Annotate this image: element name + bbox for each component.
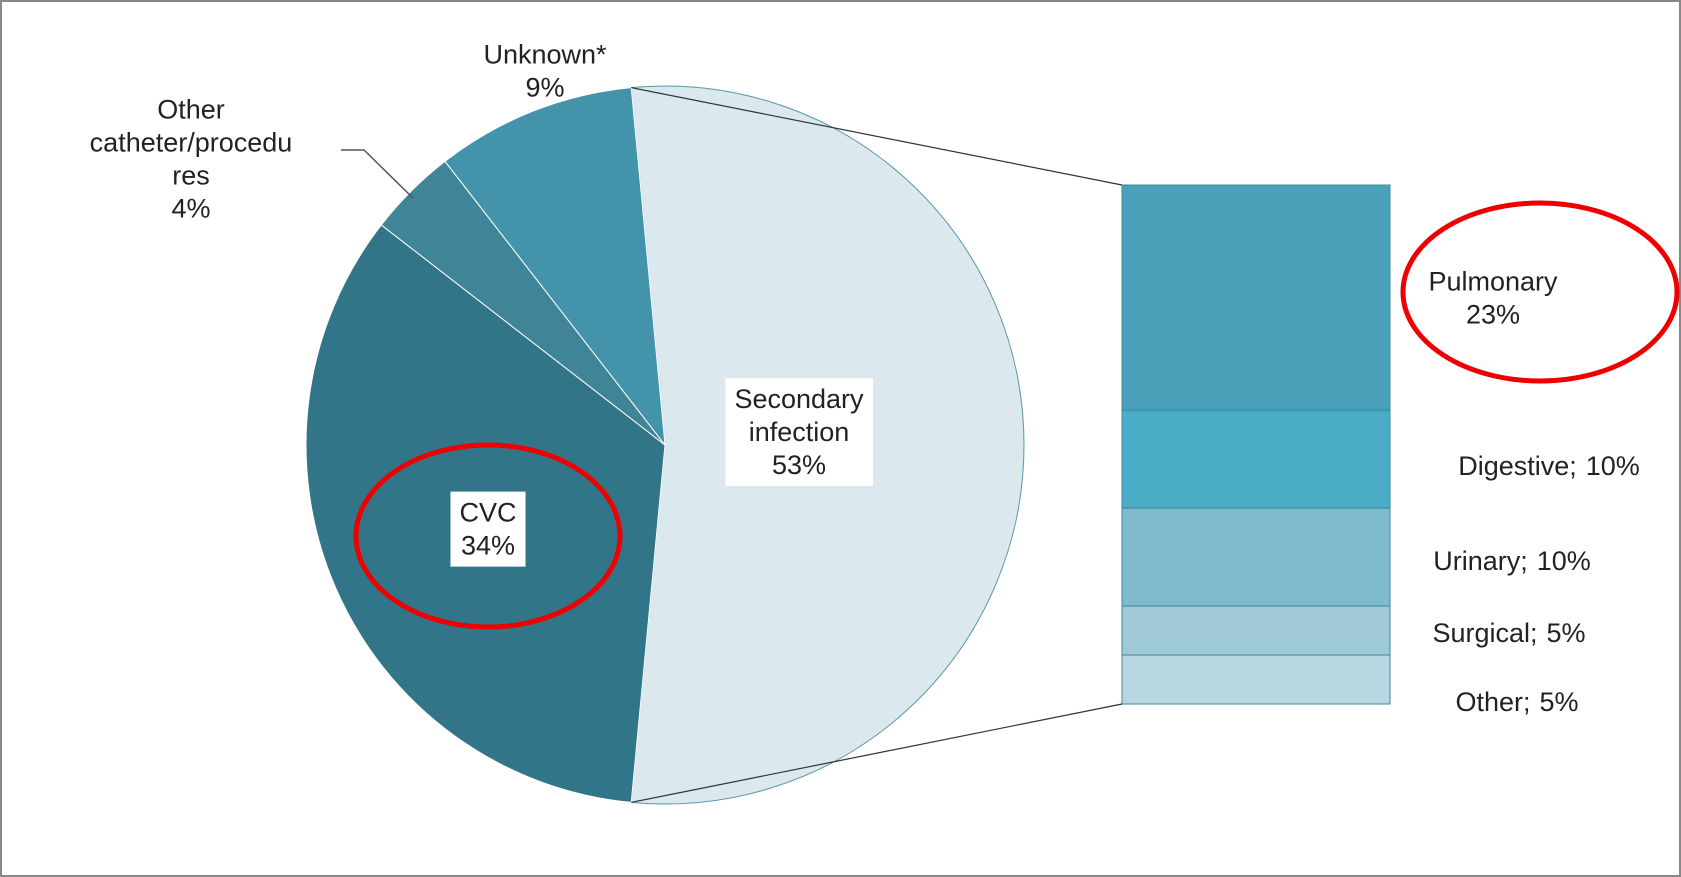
category-label: Secondary infection [734,384,864,447]
bar-segment [1121,654,1391,705]
bar-segment [1121,507,1391,607]
data-label: Unknown*9% [483,40,607,103]
data-label: Digestive; 10% [1458,451,1640,481]
connector-line [631,703,1123,803]
value-label: 53% [772,450,826,480]
category-label: CVC [459,498,516,528]
category-label: Surgical; [1432,618,1537,648]
category-label: Other; [1455,687,1530,717]
category-label: Digestive; [1458,451,1577,481]
data-label: Urinary; 10% [1433,546,1591,576]
value-label: 5% [1547,618,1586,648]
connector-line [631,87,1123,186]
category-label: Pulmonary [1428,267,1558,297]
value-label: 4% [171,194,210,224]
highlight-circle [1400,200,1680,384]
leader-line [341,149,414,199]
label-box [725,378,874,487]
bar-segment [1121,605,1391,656]
pie-slice [444,87,666,447]
highlight-circle [353,442,623,630]
bar-segment [1121,184,1391,411]
value-label: 23% [1466,300,1520,330]
category-label: Urinary; [1433,546,1528,576]
category-label: Unknown* [483,40,607,70]
bar-segment [1121,409,1391,509]
data-label: Other; 5% [1455,687,1578,717]
label-box [450,491,526,567]
data-label: Surgical; 5% [1432,618,1585,648]
value-label: 9% [525,73,564,103]
category-label: Other catheter/procedu res [90,95,293,191]
value-label: 34% [461,531,515,561]
value-label: 10% [1586,451,1640,481]
value-label: 10% [1537,546,1591,576]
value-label: 5% [1540,687,1579,717]
